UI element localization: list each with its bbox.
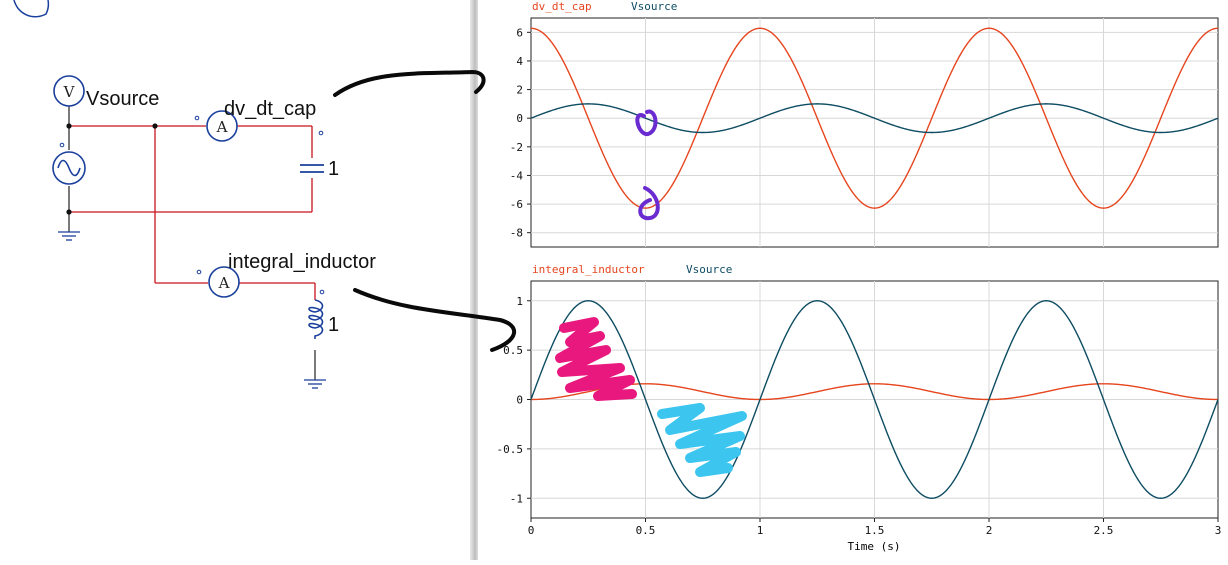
voltmeter-symbol: V bbox=[63, 83, 76, 101]
ammeter-bottom-icon[interactable]: A bbox=[208, 266, 240, 298]
chart-bottom-series-integral-inductor bbox=[531, 383, 1218, 401]
ammeter-bottom-label: integral_inductor bbox=[228, 251, 376, 273]
schematic-canvas: V Vsource A dv_dt_cap 1 A integral_induc… bbox=[13, 0, 376, 389]
partial-voltmeter-icon bbox=[13, 0, 50, 18]
ac-source-icon[interactable] bbox=[52, 151, 86, 185]
chart-top-legend-vsource: Vsource bbox=[631, 0, 677, 13]
junction-dot bbox=[66, 123, 72, 129]
ground-icon bbox=[58, 231, 80, 241]
chart-bottom-legend-integral-inductor: integral_inductor bbox=[532, 263, 645, 276]
chart-bottom-x-axis: 0 0.5 1 1.5 2 2.5 3 bbox=[528, 518, 1222, 537]
y-tick-label: -8 bbox=[510, 227, 523, 240]
y-tick-label: -2 bbox=[510, 141, 523, 154]
chart-top-grid bbox=[531, 18, 1218, 247]
chart-top-legend-dv-dt-cap: dv_dt_cap bbox=[532, 0, 592, 13]
y-tick-label: 0 bbox=[516, 394, 523, 407]
chart-top-y-axis: 6 4 2 0 -2 -4 -6 -8 bbox=[510, 26, 531, 240]
y-tick-label: 1 bbox=[516, 295, 523, 308]
chart-top: 6 4 2 0 -2 -4 -6 -8 dv_dt_cap Vsource bbox=[510, 0, 1219, 248]
x-tick-label: 0 bbox=[528, 524, 535, 537]
plots-canvas: 6 4 2 0 -2 -4 -6 -8 dv_dt_cap Vsource 1 0.5 0 -0.5… bbox=[497, 0, 1222, 553]
x-tick-label: 3 bbox=[1215, 524, 1222, 537]
ammeter-top-label: dv_dt_cap bbox=[224, 98, 316, 120]
schematic-panel: V Vsource A dv_dt_cap 1 A integral_induc… bbox=[0, 0, 470, 560]
y-tick-label: 4 bbox=[516, 55, 523, 68]
schematic-wires bbox=[69, 125, 316, 300]
x-tick-label: 2 bbox=[986, 524, 993, 537]
inductor-value: 1 bbox=[328, 314, 339, 336]
y-tick-label: 6 bbox=[516, 26, 523, 39]
chart-bottom-series-vsource bbox=[530, 300, 1219, 499]
ammeter-top-symbol: A bbox=[216, 118, 228, 136]
ground-icon bbox=[304, 379, 326, 389]
x-tick-label: 1.5 bbox=[865, 524, 885, 537]
y-tick-label: 0.5 bbox=[503, 344, 523, 357]
y-tick-label: -1 bbox=[510, 492, 523, 505]
ammeter-bottom-symbol: A bbox=[218, 274, 230, 292]
y-tick-label: -0.5 bbox=[497, 443, 524, 456]
x-tick-label: 2.5 bbox=[1094, 524, 1114, 537]
chart-bottom: 1 0.5 0 -0.5 -1 0 0.5 1 1.5 2 2.5 3 integral_induc… bbox=[497, 263, 1222, 553]
chart-bottom-legend-vsource: Vsource bbox=[686, 263, 732, 276]
capacitor-value: 1 bbox=[328, 158, 339, 180]
vsource-label: Vsource bbox=[86, 88, 159, 110]
chart-bottom-y-axis: 1 0.5 0 -0.5 -1 bbox=[497, 295, 531, 505]
x-tick-label: 0.5 bbox=[636, 524, 656, 537]
y-tick-label: 2 bbox=[516, 84, 523, 97]
x-tick-label: 1 bbox=[757, 524, 764, 537]
inductor-icon[interactable] bbox=[308, 299, 324, 339]
plots-panel: 6 4 2 0 -2 -4 -6 -8 dv_dt_cap Vsource 1 0.5 0 -0.5… bbox=[478, 0, 1228, 560]
capacitor-icon[interactable] bbox=[300, 164, 324, 173]
pane-divider[interactable] bbox=[470, 0, 478, 560]
voltmeter-icon[interactable]: V bbox=[53, 75, 85, 107]
source-leads bbox=[68, 106, 316, 380]
y-tick-label: 0 bbox=[516, 112, 523, 125]
junction-dot bbox=[152, 123, 158, 129]
junction-dot bbox=[66, 209, 72, 215]
ammeter-top-icon[interactable]: A bbox=[206, 110, 238, 142]
y-tick-label: -6 bbox=[510, 198, 523, 211]
chart-bottom-x-label: Time (s) bbox=[848, 540, 901, 553]
y-tick-label: -4 bbox=[510, 169, 524, 182]
